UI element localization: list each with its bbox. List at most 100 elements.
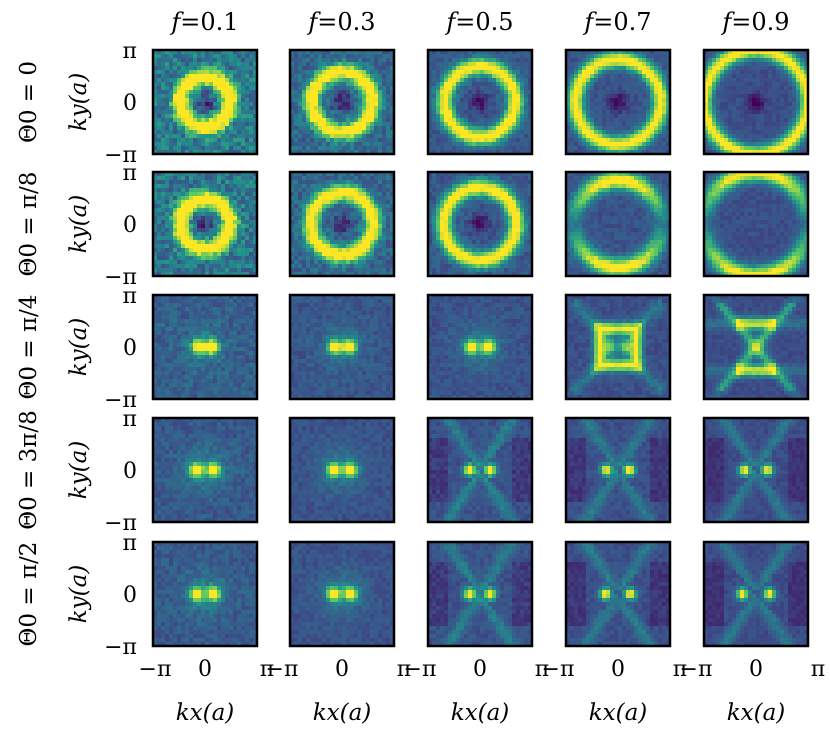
heatmap-cell <box>452 192 457 197</box>
heatmap-cell <box>626 82 631 87</box>
heatmap-cell <box>796 58 801 63</box>
heatmap-cell <box>306 90 311 95</box>
heatmap-cell <box>314 204 319 209</box>
heatmap-cell <box>241 54 246 59</box>
heatmap-cell <box>245 94 250 99</box>
heatmap-cell <box>444 110 449 115</box>
heatmap-cell <box>306 74 311 79</box>
heatmap-cell <box>618 118 623 123</box>
heatmap-cell <box>386 102 391 107</box>
heatmap-cell <box>456 146 461 151</box>
heatmap-cell <box>342 260 347 265</box>
heatmap-cell <box>193 78 198 83</box>
heatmap-cell <box>217 58 222 63</box>
heatmap-cell <box>217 138 222 143</box>
heatmap-cell <box>181 272 186 277</box>
heatmap-cell <box>516 118 521 123</box>
heatmap-cell <box>574 50 579 55</box>
heatmap-cell <box>249 70 254 75</box>
heatmap-cell <box>229 208 234 213</box>
heatmap-cell <box>728 62 733 67</box>
heatmap-cell <box>189 90 194 95</box>
heatmap-cell <box>322 134 327 139</box>
heatmap-cell <box>448 114 453 119</box>
heatmap-cell <box>221 232 226 237</box>
heatmap-cell <box>452 172 457 177</box>
heatmap-cell <box>728 146 733 151</box>
heatmap-cell <box>177 196 182 201</box>
heatmap-cell <box>225 130 230 135</box>
heatmap-cell <box>444 142 449 147</box>
heatmap-cell <box>354 62 359 67</box>
heatmap-cell <box>606 66 611 71</box>
heatmap-cell <box>390 172 395 177</box>
heatmap-cell <box>302 196 307 201</box>
heatmap-cell <box>201 110 206 115</box>
heatmap-cell <box>642 122 647 127</box>
heatmap-cell <box>306 78 311 83</box>
heatmap-cell <box>157 122 162 127</box>
heatmap-cell <box>598 122 603 127</box>
heatmap-cell <box>528 54 533 59</box>
heatmap-cell <box>209 200 214 205</box>
heatmap-cell <box>452 208 457 213</box>
heatmap-cell <box>378 232 383 237</box>
heatmap-cell <box>318 118 323 123</box>
heatmap-cell <box>346 252 351 257</box>
heatmap-cell <box>350 232 355 237</box>
heatmap-cell <box>358 146 363 151</box>
heatmap-cell <box>165 126 170 131</box>
panel-r0-c3 <box>564 48 672 156</box>
heatmap-cell <box>480 130 485 135</box>
heatmap-cell <box>800 142 805 147</box>
heatmap-cell <box>249 256 254 261</box>
heatmap-cell <box>646 86 651 91</box>
heatmap-cell <box>233 248 238 253</box>
heatmap-cell <box>165 268 170 273</box>
heatmap-cell <box>622 102 627 107</box>
heatmap-cell <box>760 118 765 123</box>
heatmap-cell <box>229 252 234 257</box>
heatmap-cell <box>472 58 477 63</box>
heatmap-cell <box>662 146 667 151</box>
heatmap-cell <box>338 78 343 83</box>
heatmap-cell <box>306 122 311 127</box>
heatmap-cell <box>666 50 671 55</box>
heatmap-cell <box>764 82 769 87</box>
heatmap-cell <box>614 114 619 119</box>
heatmap-cell <box>378 106 383 111</box>
heatmap-cell <box>346 74 351 79</box>
heatmap-cell <box>578 90 583 95</box>
heatmap-cell <box>314 94 319 99</box>
heatmap-cell <box>322 114 327 119</box>
heatmap-cell <box>338 268 343 273</box>
heatmap-cell <box>638 54 643 59</box>
heatmap-cell <box>500 196 505 201</box>
heatmap-cell <box>724 50 729 55</box>
heatmap-cell <box>378 98 383 103</box>
heatmap-cell <box>566 90 571 95</box>
heatmap-cell <box>528 184 533 189</box>
heatmap-cell <box>318 252 323 257</box>
heatmap-cell <box>622 134 627 139</box>
heatmap-cell <box>496 78 501 83</box>
heatmap-cell <box>153 50 158 55</box>
heatmap-cell <box>570 118 575 123</box>
heatmap-cell <box>169 74 174 79</box>
heatmap-cell <box>157 106 162 111</box>
heatmap-cell <box>185 176 190 181</box>
heatmap-cell <box>788 66 793 71</box>
heatmap-cell <box>334 78 339 83</box>
heatmap-cell <box>245 86 250 91</box>
heatmap-cell <box>334 134 339 139</box>
heatmap-cell <box>448 130 453 135</box>
heatmap-cell <box>177 54 182 59</box>
heatmap-cell <box>173 228 178 233</box>
heatmap-cell <box>650 74 655 79</box>
heatmap-cell <box>622 114 627 119</box>
heatmap-cell <box>528 130 533 135</box>
heatmap-cell <box>185 236 190 241</box>
heatmap-cell <box>650 50 655 55</box>
heatmap-cell <box>249 134 254 139</box>
heatmap-cell <box>784 62 789 67</box>
